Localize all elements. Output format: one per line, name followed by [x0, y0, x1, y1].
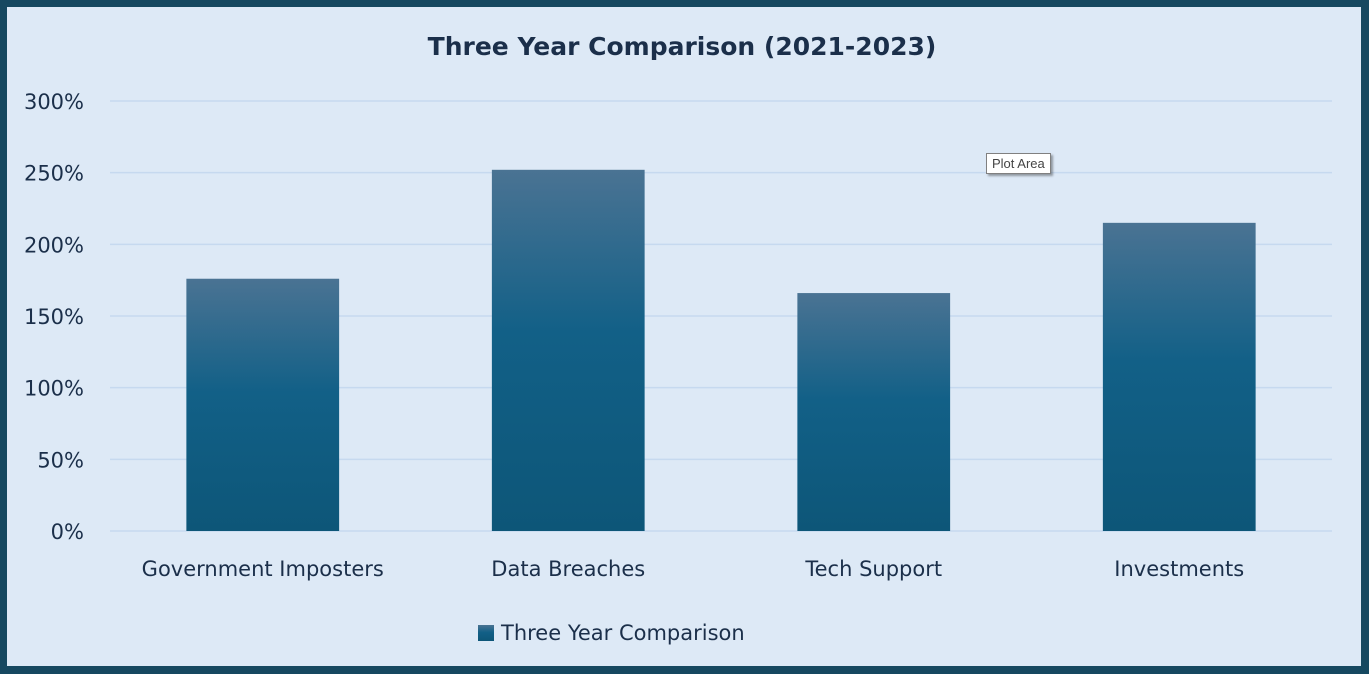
y-tick-label: 300%	[24, 90, 84, 114]
y-tick-label: 50%	[37, 448, 84, 472]
y-tick-label: 100%	[24, 377, 84, 401]
x-axis-ticks: Government Imposters Data Breaches Tech Su…	[142, 557, 1245, 581]
y-axis-ticks: 0% 50% 100% 150% 200% 250% 300%	[24, 90, 84, 544]
bar-tech-support[interactable]	[797, 293, 951, 531]
y-tick-label: 0%	[51, 520, 84, 544]
bar-chart: Three Year Comparison (2021-2023) 0% 50% 1…	[24, 32, 1332, 645]
chart-title: Three Year Comparison (2021-2023)	[428, 32, 937, 61]
bar-government-imposters[interactable]	[186, 278, 340, 531]
bars[interactable]	[186, 169, 1256, 532]
legend-swatch	[478, 625, 494, 641]
x-tick-label: Tech Support	[804, 557, 942, 581]
y-tick-label: 200%	[24, 233, 84, 257]
legend-label: Three Year Comparison	[500, 621, 745, 645]
x-tick-label: Data Breaches	[491, 557, 645, 581]
x-tick-label: Investments	[1114, 557, 1244, 581]
x-tick-label: Government Imposters	[142, 557, 384, 581]
legend[interactable]: Three Year Comparison	[478, 621, 745, 645]
bar-data-breaches[interactable]	[491, 169, 645, 532]
chart-container: Three Year Comparison (2021-2023) 0% 50% 1…	[7, 7, 1361, 666]
y-tick-label: 150%	[24, 305, 84, 329]
plot-area-tooltip: Plot Area	[986, 153, 1051, 174]
y-tick-label: 250%	[24, 162, 84, 186]
bar-investments[interactable]	[1102, 222, 1256, 532]
